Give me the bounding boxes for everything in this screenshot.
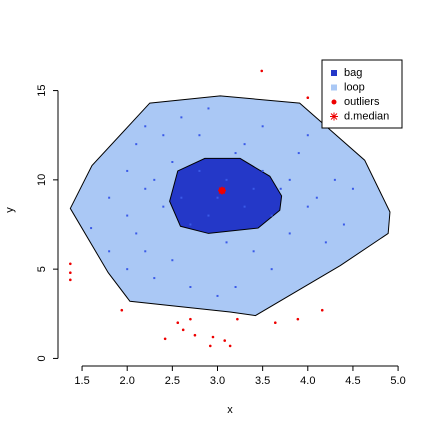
outlier [176, 321, 180, 325]
x-axis-label: x [227, 404, 233, 416]
outlier [228, 344, 232, 348]
x-tick-label: 5.0 [390, 375, 405, 387]
y-tick-label: 5 [36, 266, 48, 272]
legend-swatch [330, 112, 338, 121]
x-tick-label: 2.0 [120, 375, 135, 387]
data-point [342, 223, 345, 226]
outlier [208, 344, 212, 348]
data-point [135, 232, 138, 235]
data-point [243, 143, 246, 146]
y-tick-label: 0 [36, 355, 48, 361]
data-point [189, 223, 192, 226]
outlier [181, 328, 185, 332]
data-point [261, 125, 264, 128]
data-point [270, 268, 273, 271]
outlier [193, 333, 197, 337]
x-tick-label: 3.5 [255, 375, 270, 387]
data-point [153, 178, 156, 181]
data-point [207, 214, 210, 217]
outlier [306, 96, 310, 100]
data-point [351, 187, 354, 190]
data-point [144, 187, 147, 190]
data-point [279, 187, 282, 190]
data-point [126, 214, 129, 217]
data-point [225, 241, 228, 244]
x-tick-label: 3.0 [210, 375, 225, 387]
legend-label: loop [344, 81, 365, 93]
data-point [153, 277, 156, 280]
data-point [261, 169, 264, 172]
data-point [333, 178, 336, 181]
data-point [108, 196, 111, 199]
data-point [207, 107, 210, 110]
legend-swatch [331, 99, 337, 105]
data-point [306, 134, 309, 137]
data-point [162, 134, 165, 137]
bag-polygon [169, 157, 283, 234]
y-tick-label: 15 [36, 84, 48, 96]
data-point [324, 241, 327, 244]
data-point [162, 205, 165, 208]
legend-swatch [331, 84, 337, 91]
data-point [243, 205, 246, 208]
outlier [69, 271, 72, 275]
data-point [216, 196, 219, 199]
data-point [135, 143, 138, 146]
data-point [90, 227, 93, 230]
data-point [180, 196, 183, 199]
legend-label: outliers [344, 96, 380, 108]
outlier [236, 317, 239, 321]
data-point [288, 232, 291, 235]
legend-label: bag [344, 67, 362, 79]
outlier [189, 317, 192, 321]
y-axis-label: y [4, 207, 16, 213]
outlier [120, 308, 124, 312]
data-point [225, 178, 228, 181]
outlier [320, 308, 324, 312]
data-point [216, 294, 219, 297]
outlier [69, 262, 72, 266]
data-point [198, 134, 201, 137]
data-point [288, 178, 291, 181]
x-tick-label: 4.0 [300, 375, 315, 387]
outlier [296, 317, 300, 321]
outlier [273, 321, 277, 325]
outlier [69, 278, 72, 282]
outlier [260, 69, 264, 73]
x-tick-label: 4.5 [345, 375, 360, 387]
legend-swatch [331, 70, 337, 76]
data-point [297, 152, 300, 155]
data-point [234, 152, 237, 155]
data-point [315, 196, 318, 199]
outlier [211, 335, 215, 339]
data-point [198, 169, 201, 172]
x-tick-label: 2.5 [165, 375, 180, 387]
data-point [306, 205, 309, 208]
median-star [218, 186, 227, 195]
y-tick-label: 10 [36, 174, 48, 186]
data-point [144, 125, 147, 128]
data-point [126, 268, 129, 271]
data-point [270, 214, 273, 217]
outlier [163, 337, 167, 341]
data-point [171, 161, 174, 163]
data-point [144, 250, 147, 253]
data-point [252, 250, 255, 253]
data-point [189, 286, 192, 288]
legend-label: d.median [344, 110, 389, 122]
data-point [234, 286, 237, 288]
data-point [126, 169, 129, 172]
data-point [108, 250, 111, 253]
x-tick-label: 1.5 [74, 375, 89, 387]
data-point [252, 187, 255, 190]
data-point [171, 259, 174, 262]
data-point [180, 116, 183, 119]
outlier [223, 339, 227, 342]
